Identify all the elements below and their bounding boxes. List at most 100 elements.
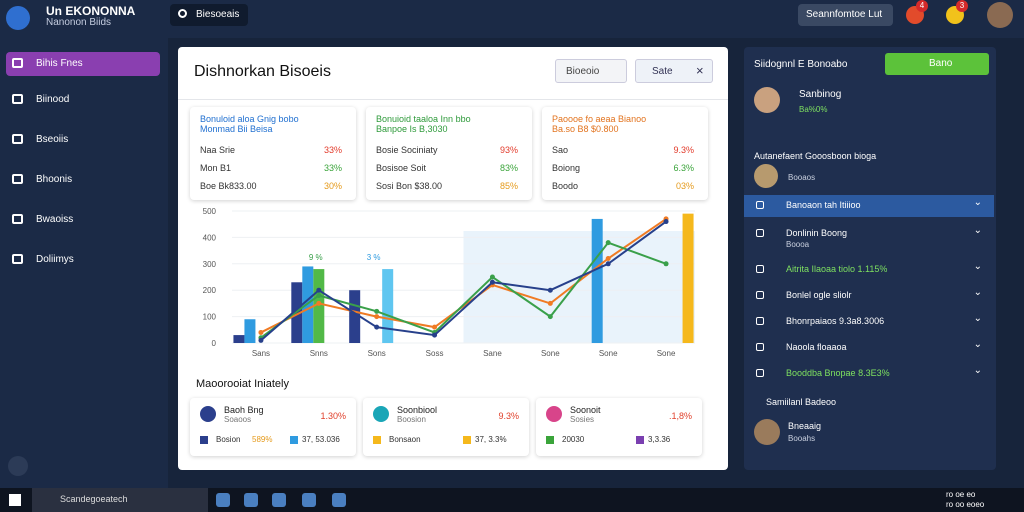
section-title: Maoorooiat Iniately bbox=[196, 378, 289, 390]
profile-avatar bbox=[754, 87, 780, 113]
taskbar-app[interactable] bbox=[302, 493, 316, 507]
taskbar-app[interactable] bbox=[272, 493, 286, 507]
list-label: Naoola floaaoa bbox=[786, 342, 847, 352]
x-tick-label: Sane bbox=[483, 349, 502, 358]
sidebar-label: Bihis Fnes bbox=[36, 58, 83, 69]
panel-list-item[interactable]: Booddba Bnopae 8.3E3% ⌄ bbox=[744, 363, 994, 385]
sidebar-item[interactable]: Biinood bbox=[6, 88, 160, 112]
sidebar-item[interactable]: Bwaoiss bbox=[6, 208, 160, 232]
taskbar-search[interactable]: Scandegoeatech bbox=[32, 488, 208, 512]
activity-foot-icon bbox=[373, 436, 381, 444]
taskbar-app[interactable] bbox=[244, 493, 258, 507]
card-row-value: 6.3% bbox=[673, 163, 694, 173]
filter-dropdown[interactable]: Bioeoio bbox=[555, 59, 627, 83]
card-title: Bonuloid aloa Gnig bobo bbox=[200, 114, 299, 124]
profile-sub: Ba%0% bbox=[799, 105, 828, 114]
notification-badge: 4 bbox=[916, 0, 928, 12]
activity-foot-icon bbox=[200, 436, 208, 444]
panel-list-item[interactable]: Donlinin Boong Boooa ⌄ bbox=[744, 223, 994, 253]
sidebar-item[interactable]: Bhoonis bbox=[6, 168, 160, 192]
filter-text: Bioeoio bbox=[566, 66, 600, 77]
list-label: Banoaon tah Itiiioo bbox=[786, 200, 861, 210]
chevron: ⌄ bbox=[973, 287, 982, 298]
activity-card: Soonbiool Boosion 9.3% Bonsaon 37, 3.3% bbox=[363, 398, 529, 456]
y-tick-label: 0 bbox=[212, 339, 217, 348]
taskbar-app[interactable] bbox=[332, 493, 346, 507]
user-avatar[interactable] bbox=[987, 2, 1013, 28]
panel-button[interactable]: Bano bbox=[885, 53, 989, 75]
card-row-label: Boe Bk833.00 bbox=[200, 181, 257, 191]
activity-name: Soonbiool bbox=[397, 405, 438, 415]
search-text: Biesoeais bbox=[196, 9, 240, 20]
footer-sub: Booahs bbox=[788, 434, 816, 443]
chevron: ⌄ bbox=[973, 197, 982, 208]
card-subtitle: Banpoe Is B,3030 bbox=[376, 124, 448, 134]
panel-list-item[interactable]: Bonlel ogle sliolr ⌄ bbox=[744, 285, 994, 307]
sidebar-label: Biinood bbox=[36, 94, 70, 105]
card-row-label: Boodo bbox=[552, 181, 579, 191]
sidebar-item[interactable]: Doliimys bbox=[6, 248, 160, 272]
panel-list-item[interactable]: Bhonrpaiaos 9.3a8.3006 ⌄ bbox=[744, 311, 994, 333]
activity-foot-value: 37, 53.036 bbox=[302, 435, 340, 444]
list-label: Booddba Bnopae 8.3E3% bbox=[786, 368, 890, 378]
sidebar-icon bbox=[12, 214, 23, 224]
line-point bbox=[489, 279, 495, 285]
logo-subtitle: Nanonon Biids bbox=[46, 17, 112, 28]
divider bbox=[178, 99, 728, 100]
main-title: Dishnorkan Bisoeis bbox=[194, 63, 331, 80]
footer-avatar bbox=[754, 419, 780, 445]
notification-badge: 3 bbox=[956, 0, 968, 12]
list-label: Bonlel ogle sliolr bbox=[786, 290, 852, 300]
annotation: 3 % bbox=[367, 253, 381, 262]
sidebar-icon bbox=[12, 58, 23, 68]
activity-sub: Boosion bbox=[397, 415, 426, 424]
card-row-value: 33% bbox=[323, 145, 342, 155]
card-row-label: Sao bbox=[552, 145, 569, 155]
x-tick-label: Soss bbox=[426, 349, 444, 358]
line-point bbox=[258, 329, 264, 335]
line-point bbox=[316, 300, 322, 306]
line-point bbox=[258, 337, 264, 343]
card-row-value: 03% bbox=[675, 181, 694, 191]
sidebar-icon bbox=[12, 254, 23, 264]
taskbar-app[interactable] bbox=[216, 493, 230, 507]
start-button[interactable] bbox=[9, 494, 21, 506]
line-point bbox=[663, 219, 669, 225]
action-button[interactable]: Sate × bbox=[635, 59, 713, 83]
activity-icon bbox=[373, 406, 389, 422]
right-panel: Siidognnl E Bonoabo Bano Sanbinog Ba%0% Auta… bbox=[744, 47, 996, 470]
card-title: Paoooe fo aeaa Bianoo bbox=[552, 114, 647, 124]
sidebar-item[interactable]: Bseoiis bbox=[6, 128, 160, 152]
stat-card: Bonuloid aloa Gnig bobo Monmad Bii Beisa N… bbox=[190, 107, 356, 200]
taskbar-search-text: Scandegoeatech bbox=[60, 494, 128, 504]
activity-foot-box bbox=[636, 436, 644, 444]
x-tick-label: Sone bbox=[541, 349, 560, 358]
activity-name: Baoh Bng bbox=[224, 405, 264, 415]
line-point bbox=[316, 292, 322, 298]
sidebar-label: Bhoonis bbox=[36, 174, 73, 185]
list-label: Donlinin Boong bbox=[786, 228, 848, 238]
search-box[interactable]: Biesoeais bbox=[170, 4, 248, 26]
header-dropdown[interactable]: Seannfomtoe Lut bbox=[798, 4, 893, 26]
card-subtitle: Monmad Bii Beisa bbox=[200, 124, 273, 134]
card-row-label: Bosisoe Soit bbox=[376, 163, 427, 173]
sidebar-bottom-icon[interactable] bbox=[8, 456, 28, 476]
list-icon bbox=[756, 291, 764, 299]
bar bbox=[233, 335, 245, 343]
list-icon bbox=[756, 369, 764, 377]
card-row-value: 83% bbox=[499, 163, 518, 173]
line-point bbox=[605, 240, 611, 246]
panel-list-item[interactable]: Naoola floaaoa ⌄ bbox=[744, 337, 994, 359]
bar bbox=[349, 290, 361, 343]
line-point bbox=[605, 261, 611, 267]
sidebar-item[interactable]: Bihis Fnes bbox=[6, 52, 160, 76]
chart: 0 100 200 300 400 500 Sans Snns Sons Soss Sane Sone… bbox=[203, 207, 695, 358]
card-row-label: Sosi Bon $38.00 bbox=[376, 181, 443, 191]
activity-icon bbox=[200, 406, 216, 422]
panel-list-item[interactable]: Banoaon tah Itiiioo ⌄ bbox=[744, 195, 994, 217]
panel-list-item[interactable]: Aitrita Ilaoaa tiolo 1.115% ⌄ bbox=[744, 259, 994, 281]
x-tick-label: Snns bbox=[310, 349, 328, 358]
line-point bbox=[374, 314, 380, 320]
stat-card: Paoooe fo aeaa Bianoo Ba.so B8 $0.800 Sao 9… bbox=[542, 107, 708, 200]
